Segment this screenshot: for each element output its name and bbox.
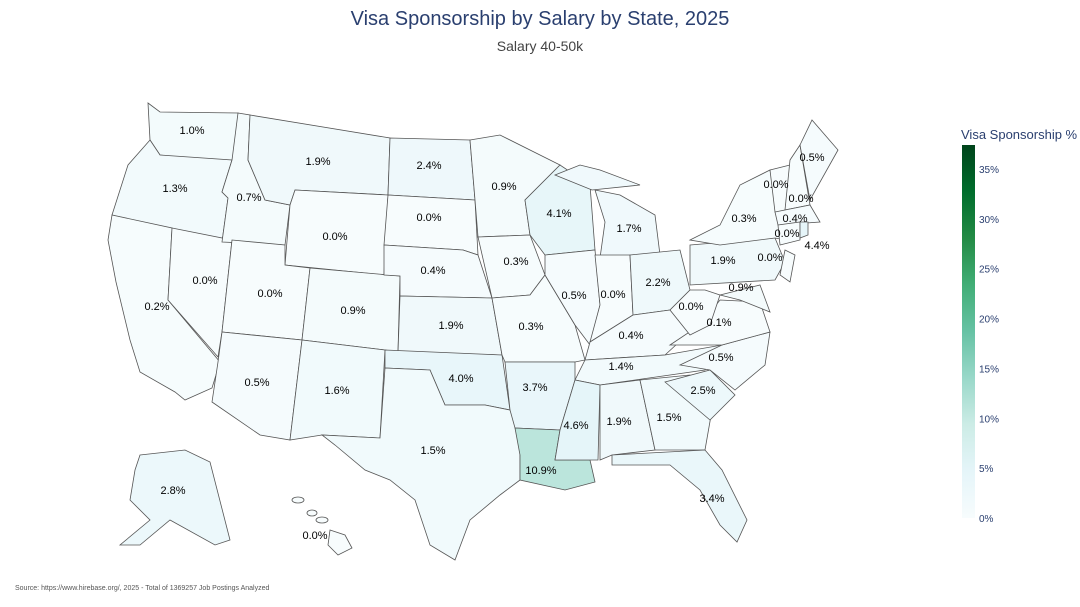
state-label-wy: 0.0% bbox=[322, 231, 347, 243]
state-label-wv: 0.0% bbox=[678, 301, 703, 313]
state-label-id: 0.7% bbox=[236, 192, 261, 204]
colorbar-tick: 10% bbox=[979, 414, 999, 425]
state-label-ct: 0.0% bbox=[774, 228, 799, 240]
state-label-mi: 1.7% bbox=[616, 223, 641, 235]
state-label-tn: 1.4% bbox=[608, 361, 633, 373]
state-nj[interactable] bbox=[779, 249, 796, 283]
state-label-ks: 1.9% bbox=[438, 320, 463, 332]
colorbar-tick: 25% bbox=[979, 265, 999, 276]
state-ri[interactable] bbox=[799, 221, 809, 239]
state-label-sc: 2.5% bbox=[690, 385, 715, 397]
state-label-wa: 1.0% bbox=[179, 125, 204, 137]
state-hi-island[interactable] bbox=[291, 496, 305, 504]
state-label-ia: 0.3% bbox=[503, 256, 528, 268]
state-label-az: 0.5% bbox=[244, 377, 269, 389]
state-label-il: 0.5% bbox=[561, 290, 586, 302]
state-label-ri: 4.4% bbox=[804, 240, 829, 252]
state-ak[interactable] bbox=[118, 449, 231, 546]
state-label-ca: 0.2% bbox=[144, 301, 169, 313]
state-label-me: 0.5% bbox=[799, 152, 824, 164]
state-label-nv: 0.0% bbox=[192, 275, 217, 287]
colorbar bbox=[962, 145, 975, 518]
colorbar-tick: 5% bbox=[979, 464, 994, 475]
state-label-va: 0.1% bbox=[706, 317, 731, 329]
state-ct[interactable] bbox=[777, 221, 801, 246]
state-hi-island[interactable] bbox=[315, 516, 329, 524]
state-label-ar: 3.7% bbox=[522, 382, 547, 394]
state-label-ut: 0.0% bbox=[257, 288, 282, 300]
state-label-md: 0.9% bbox=[728, 282, 753, 294]
state-label-in: 0.0% bbox=[600, 289, 625, 301]
colorbar-tick: 35% bbox=[979, 165, 999, 176]
state-me[interactable] bbox=[799, 119, 839, 202]
state-label-nh: 0.0% bbox=[788, 193, 813, 205]
state-label-al: 1.9% bbox=[606, 416, 631, 428]
chart-title: Visa Sponsorship by Salary by State, 202… bbox=[350, 8, 730, 30]
state-ms[interactable] bbox=[554, 379, 601, 461]
state-label-ne: 0.4% bbox=[420, 265, 445, 277]
state-label-ok: 4.0% bbox=[448, 373, 473, 385]
source-note: Source: https://www.hirebase.org/, 2025 … bbox=[15, 585, 270, 592]
state-label-co: 0.9% bbox=[340, 305, 365, 317]
state-label-fl: 3.4% bbox=[699, 493, 724, 505]
state-md[interactable] bbox=[719, 284, 771, 313]
colorbar-title: Visa Sponsorship % bbox=[961, 127, 1078, 142]
state-label-vt: 0.0% bbox=[763, 179, 788, 191]
state-ma[interactable] bbox=[774, 204, 821, 226]
state-label-sd: 0.0% bbox=[416, 212, 441, 224]
state-sc[interactable] bbox=[664, 369, 736, 421]
state-label-ga: 1.5% bbox=[656, 412, 681, 424]
state-label-la: 10.9% bbox=[525, 465, 556, 477]
state-label-mt: 1.9% bbox=[305, 156, 330, 168]
state-label-tx: 1.5% bbox=[420, 445, 445, 457]
colorbar-tick: 15% bbox=[979, 364, 999, 375]
state-label-nc: 0.5% bbox=[708, 352, 733, 364]
colorbar-tick: 0% bbox=[979, 514, 994, 525]
state-label-ms: 4.6% bbox=[563, 420, 588, 432]
state-label-ak: 2.8% bbox=[160, 485, 185, 497]
state-label-ny: 0.3% bbox=[731, 213, 756, 225]
state-label-nj: 0.0% bbox=[757, 252, 782, 264]
state-label-nm: 1.6% bbox=[324, 385, 349, 397]
state-label-ma: 0.4% bbox=[782, 213, 807, 225]
state-label-or: 1.3% bbox=[162, 183, 187, 195]
state-label-ky: 0.4% bbox=[618, 330, 643, 342]
state-mi[interactable] bbox=[553, 164, 641, 191]
state-al[interactable] bbox=[599, 379, 656, 461]
colorbar-tick: 30% bbox=[979, 215, 999, 226]
state-label-nd: 2.4% bbox=[416, 160, 441, 172]
state-hi[interactable] bbox=[327, 529, 353, 556]
colorbar-tick: 20% bbox=[979, 315, 999, 326]
state-label-mn: 0.9% bbox=[491, 181, 516, 193]
state-fl[interactable] bbox=[611, 449, 748, 543]
state-label-pa: 1.9% bbox=[710, 255, 735, 267]
state-label-oh: 2.2% bbox=[645, 277, 670, 289]
state-label-hi: 0.0% bbox=[302, 530, 327, 542]
chart-subtitle: Salary 40-50k bbox=[496, 38, 584, 54]
state-hi-island[interactable] bbox=[306, 509, 318, 517]
state-label-wi: 4.1% bbox=[546, 208, 571, 220]
state-tx[interactable] bbox=[320, 367, 521, 561]
state-label-mo: 0.3% bbox=[518, 321, 543, 333]
